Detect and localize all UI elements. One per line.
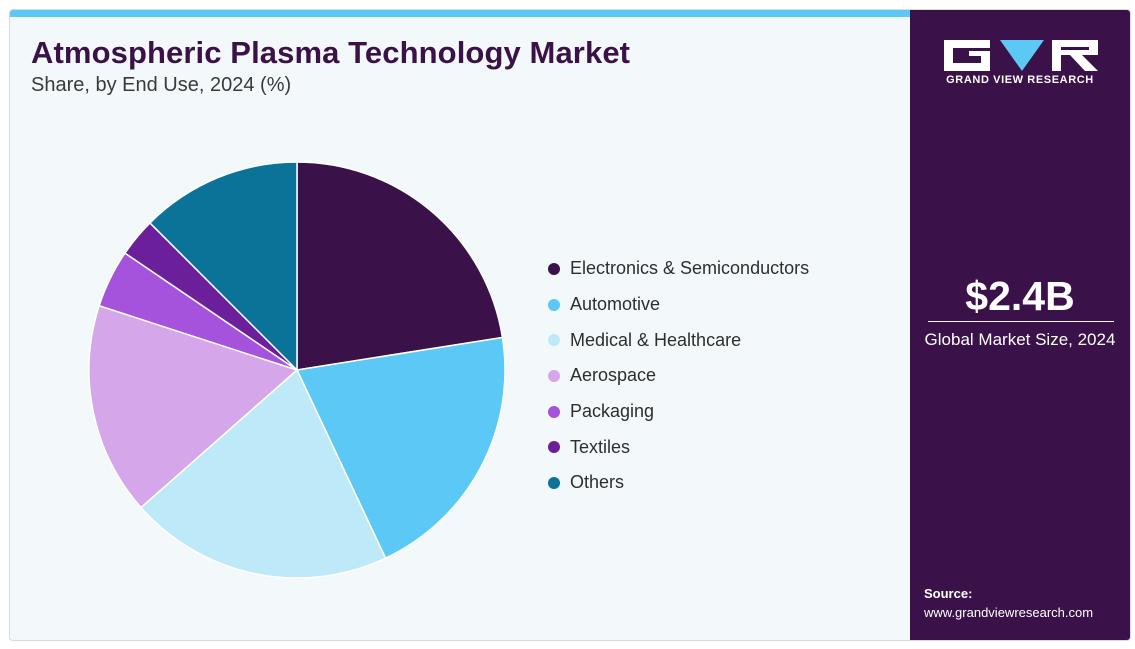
legend-swatch — [548, 262, 560, 275]
top-accent-bar — [10, 10, 910, 17]
legend-item: Others — [548, 465, 809, 501]
source-label: Source: — [924, 586, 973, 601]
legend-swatch — [548, 405, 560, 418]
pie-slice-others — [148, 161, 298, 372]
legend-item: Aerospace — [548, 358, 809, 394]
legend-swatch — [548, 298, 560, 311]
legend-item: Electronics & Semiconductors — [548, 251, 809, 287]
market-size-caption: Global Market Size, 2024 — [924, 330, 1116, 349]
legend-label: Medical & Healthcare — [570, 329, 742, 350]
brand-name: GRAND VIEW RESEARCH — [946, 74, 1094, 86]
pie-chart — [88, 161, 506, 579]
pie-slice-medical-healthcare — [139, 368, 387, 579]
chart-legend: Electronics & Semiconductors Automotive Me… — [548, 251, 809, 501]
legend-label: Textiles — [570, 436, 631, 457]
market-size-value: $2.4B — [965, 273, 1075, 319]
chart-panel: Atmospheric Plasma Technology Market Sha… — [10, 10, 910, 640]
side-panel: GRAND VIEW RESEARCH $2.4B Global Market … — [910, 10, 1130, 640]
chart-card: Atmospheric Plasma Technology Market Sha… — [9, 9, 1131, 641]
legend-swatch — [548, 334, 560, 347]
legend-swatch — [548, 476, 560, 489]
legend-item: Textiles — [548, 429, 809, 465]
legend-swatch — [548, 369, 560, 382]
chart-title: Atmospheric Plasma Technology Market — [31, 35, 631, 70]
legend-label: Electronics & Semiconductors — [570, 258, 810, 279]
pie-slice-automotive — [295, 336, 506, 560]
pie-slice-electronics-semiconductors — [296, 161, 504, 371]
grand-view-research-logo — [944, 40, 1098, 71]
legend-label: Aerospace — [570, 365, 657, 386]
source-url[interactable]: www.grandviewresearch.com — [924, 605, 1094, 620]
legend-item: Medical & Healthcare — [548, 322, 809, 358]
chart-subtitle: Share, by End Use, 2024 (%) — [31, 74, 292, 96]
legend-item: Packaging — [548, 394, 809, 430]
legend-label: Automotive — [570, 294, 661, 315]
legend-item: Automotive — [548, 287, 809, 323]
legend-label: Others — [570, 472, 625, 493]
pie-slice-aerospace — [88, 304, 299, 509]
legend-label: Packaging — [570, 401, 655, 422]
legend-swatch — [548, 441, 560, 454]
market-size-divider — [928, 321, 1114, 322]
